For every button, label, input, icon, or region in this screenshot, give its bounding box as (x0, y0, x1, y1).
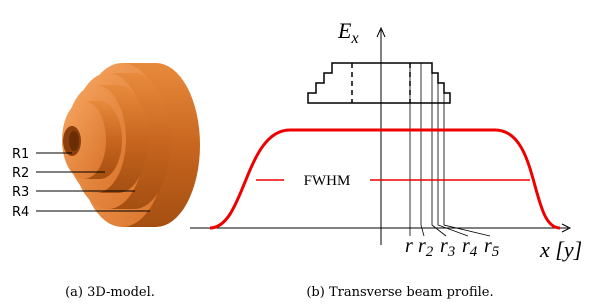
label: R3 (12, 185, 29, 200)
annotation: FWHM (304, 173, 351, 189)
aperture-profile (308, 63, 450, 103)
label-sub: 2 (426, 244, 434, 260)
radius-label: r (405, 235, 413, 257)
radius-line (444, 83, 490, 236)
beam-curve (210, 130, 560, 228)
x-axis-label: x [y] (539, 237, 582, 262)
label-base: r (462, 235, 470, 257)
caption: (a) 3D-model. (65, 285, 155, 300)
label-base: r (440, 235, 448, 257)
label-sub: 3 (447, 244, 456, 260)
label-base: r (405, 235, 413, 257)
label-sub: 4 (470, 244, 478, 260)
y-axis-label: Ex (337, 18, 359, 47)
label-base: E (337, 18, 352, 43)
label-sub: x (350, 30, 358, 47)
3d-model (62, 63, 200, 227)
label-base: r (418, 235, 426, 257)
radius-label: r4 (462, 235, 478, 260)
label: R4 (12, 205, 29, 220)
radius-label: r3 (440, 235, 455, 260)
radius-label: r5 (484, 235, 500, 260)
label: R2 (12, 166, 29, 181)
bore-inner (69, 131, 79, 151)
label-base: r (484, 235, 492, 257)
beam-profile (190, 28, 570, 245)
figure: R1 R2 R3 R4 (a) 3D-model. FWHM Ex x [y] … (0, 0, 604, 304)
label-sub: 5 (492, 244, 500, 260)
radius-line (421, 63, 424, 236)
label: R1 (12, 147, 29, 162)
radius-label: r2 (418, 235, 434, 260)
caption: (b) Transverse beam profile. (306, 285, 493, 300)
radius-line (438, 73, 468, 236)
